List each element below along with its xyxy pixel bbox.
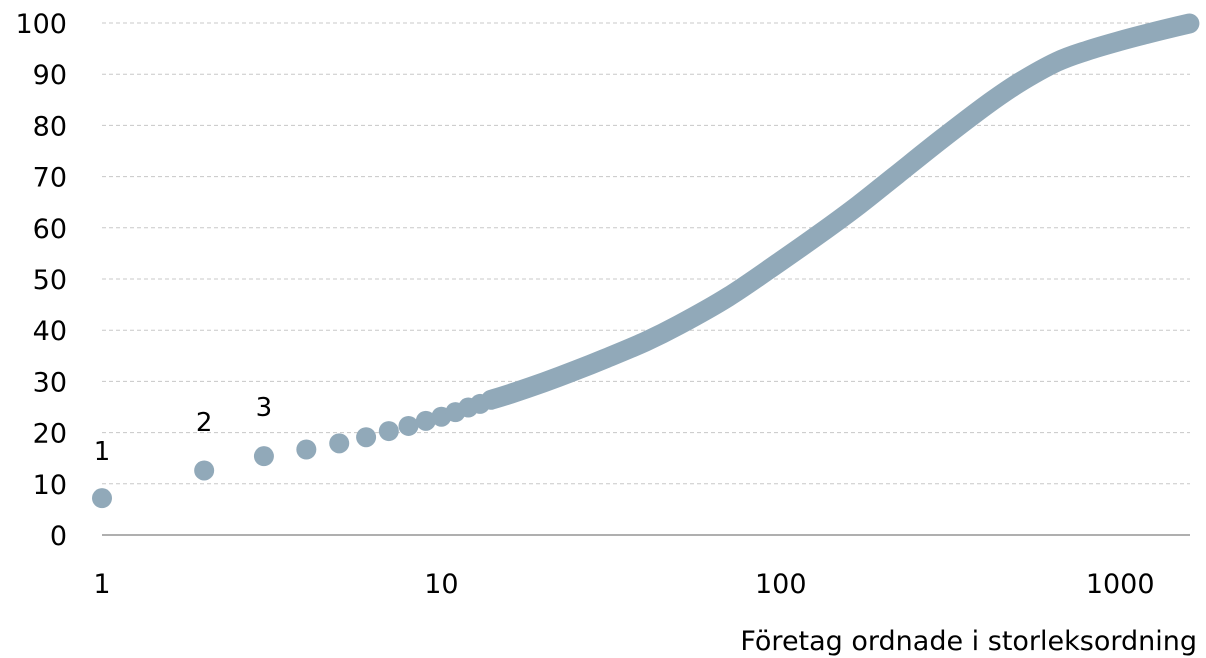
x-tick-label: 1000 xyxy=(1086,569,1155,600)
data-point xyxy=(378,421,399,442)
y-tick-label: 20 xyxy=(33,419,67,450)
data-point xyxy=(92,488,112,509)
point-annotation: 3 xyxy=(256,393,273,423)
x-tick-label: 1 xyxy=(93,569,110,600)
point-annotation: 2 xyxy=(196,408,213,438)
data-curve xyxy=(481,13,1200,410)
point-annotations: 1 2 3 xyxy=(94,393,272,467)
gridlines xyxy=(102,22,1190,485)
data-point xyxy=(329,433,350,454)
data-point xyxy=(296,439,317,460)
point-annotation: 1 xyxy=(94,437,111,467)
dense-point-cloud xyxy=(481,13,1200,410)
data-point xyxy=(194,460,215,481)
y-tick-label: 0 xyxy=(50,521,67,552)
data-point xyxy=(398,415,419,436)
data-point xyxy=(253,446,274,467)
y-tick-label: 40 xyxy=(33,316,67,347)
data-point xyxy=(415,410,436,431)
data-point xyxy=(356,427,377,448)
data-points xyxy=(92,393,491,509)
x-tick-label: 10 xyxy=(424,569,458,600)
y-tick-label: 70 xyxy=(33,163,67,194)
y-tick-label: 80 xyxy=(33,111,67,142)
y-tick-label: 10 xyxy=(33,470,67,501)
y-tick-label: 50 xyxy=(33,265,67,296)
y-tick-label: 90 xyxy=(33,60,67,91)
x-axis-label: Företag ordnade i storleksordning xyxy=(740,626,1197,657)
x-axis-ticks: 1 10 100 1000 xyxy=(93,569,1154,600)
y-axis-ticks: 0 10 20 30 40 50 60 70 80 90 100 xyxy=(15,9,67,552)
x-tick-label: 100 xyxy=(755,569,807,600)
y-tick-label: 30 xyxy=(33,367,67,398)
y-tick-label: 100 xyxy=(15,9,67,40)
data-point xyxy=(470,393,491,414)
y-tick-label: 60 xyxy=(33,214,67,245)
